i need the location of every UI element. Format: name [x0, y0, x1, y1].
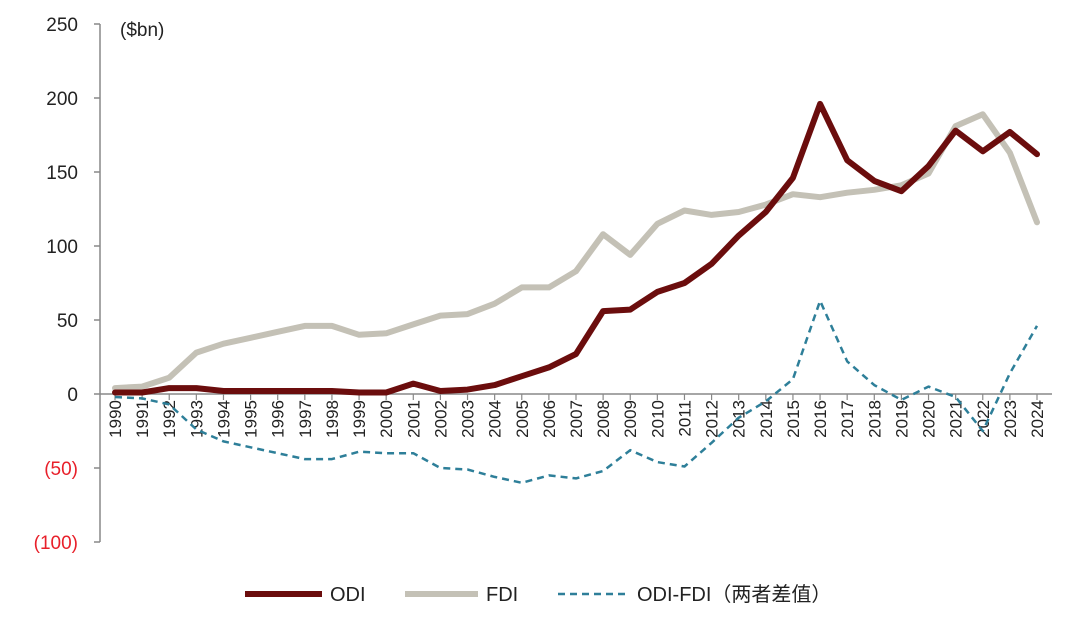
legend-label: FDI: [486, 584, 518, 606]
x-tick-label: 2004: [486, 400, 505, 438]
y-tick-label: 50: [57, 311, 78, 332]
x-tick-label: 1998: [323, 400, 342, 438]
y-axis-unit-label: ($bn): [120, 20, 164, 41]
x-tick-label: 2000: [377, 400, 396, 438]
x-tick-label: 2005: [513, 400, 532, 438]
x-axis: 1990 1991 1992 1993 1994 1995 1996 1997 1998 1999…: [100, 393, 1052, 438]
x-tick-label: 2003: [459, 400, 478, 438]
legend-label: ODI: [330, 584, 366, 606]
x-tick-label: 2021: [947, 400, 966, 438]
y-axis: 250 200 150 100 50 0 (50) (100): [34, 15, 101, 554]
y-tick-label: (100): [34, 533, 78, 554]
x-tick-label: 2020: [920, 400, 939, 438]
x-tick-label: 1999: [350, 400, 369, 438]
x-tick-label: 2016: [811, 400, 830, 438]
x-tick-label: 2017: [838, 400, 857, 438]
x-tick-label: 2011: [675, 400, 694, 437]
y-tick-label: 200: [46, 89, 78, 110]
x-tick-label: 2022: [974, 400, 993, 438]
x-tick-label: 1994: [214, 400, 233, 438]
x-tick-label: 2008: [594, 400, 613, 438]
x-tick-label: 2007: [567, 400, 586, 438]
x-tick-label: 2024: [1028, 400, 1047, 438]
series-line-fdi: [112, 111, 1040, 392]
x-tick-label: 2019: [892, 400, 911, 438]
x-tick-label: 2012: [703, 400, 722, 438]
x-tick-label: 1992: [160, 400, 179, 438]
x-tick-label: 1997: [296, 400, 315, 438]
y-tick-label: 100: [46, 237, 78, 258]
y-tick-label: 250: [46, 15, 78, 36]
x-tick-label: 2023: [1001, 400, 1020, 438]
x-tick-label: 2009: [621, 400, 640, 438]
series-line-odi: [112, 100, 1040, 396]
series-layer: [112, 100, 1040, 485]
x-tick-label: 1990: [106, 400, 125, 438]
x-tick-label: 1993: [187, 400, 206, 438]
series-line-odi-fdi-diff: [114, 299, 1039, 485]
x-tick-label: 2006: [540, 400, 559, 438]
legend: ODI FDI ODI-FDI（两者差值）: [245, 583, 831, 606]
y-tick-label: (50): [44, 459, 78, 480]
x-tick-label: 2015: [784, 400, 803, 438]
x-tick-label: 2014: [757, 400, 776, 438]
x-tick-label: 2002: [431, 400, 450, 438]
y-tick-label: 0: [67, 385, 78, 406]
x-tick-label: 2010: [648, 400, 667, 438]
x-tick-label: 1995: [242, 400, 261, 438]
legend-label: ODI-FDI（两者差值）: [637, 583, 831, 606]
y-tick-label: 150: [46, 163, 78, 184]
x-tick-label: 2018: [865, 400, 884, 438]
x-tick-label: 1996: [269, 400, 288, 438]
x-tick-label: 1991: [133, 400, 152, 438]
x-tick-label: 2001: [404, 400, 423, 438]
